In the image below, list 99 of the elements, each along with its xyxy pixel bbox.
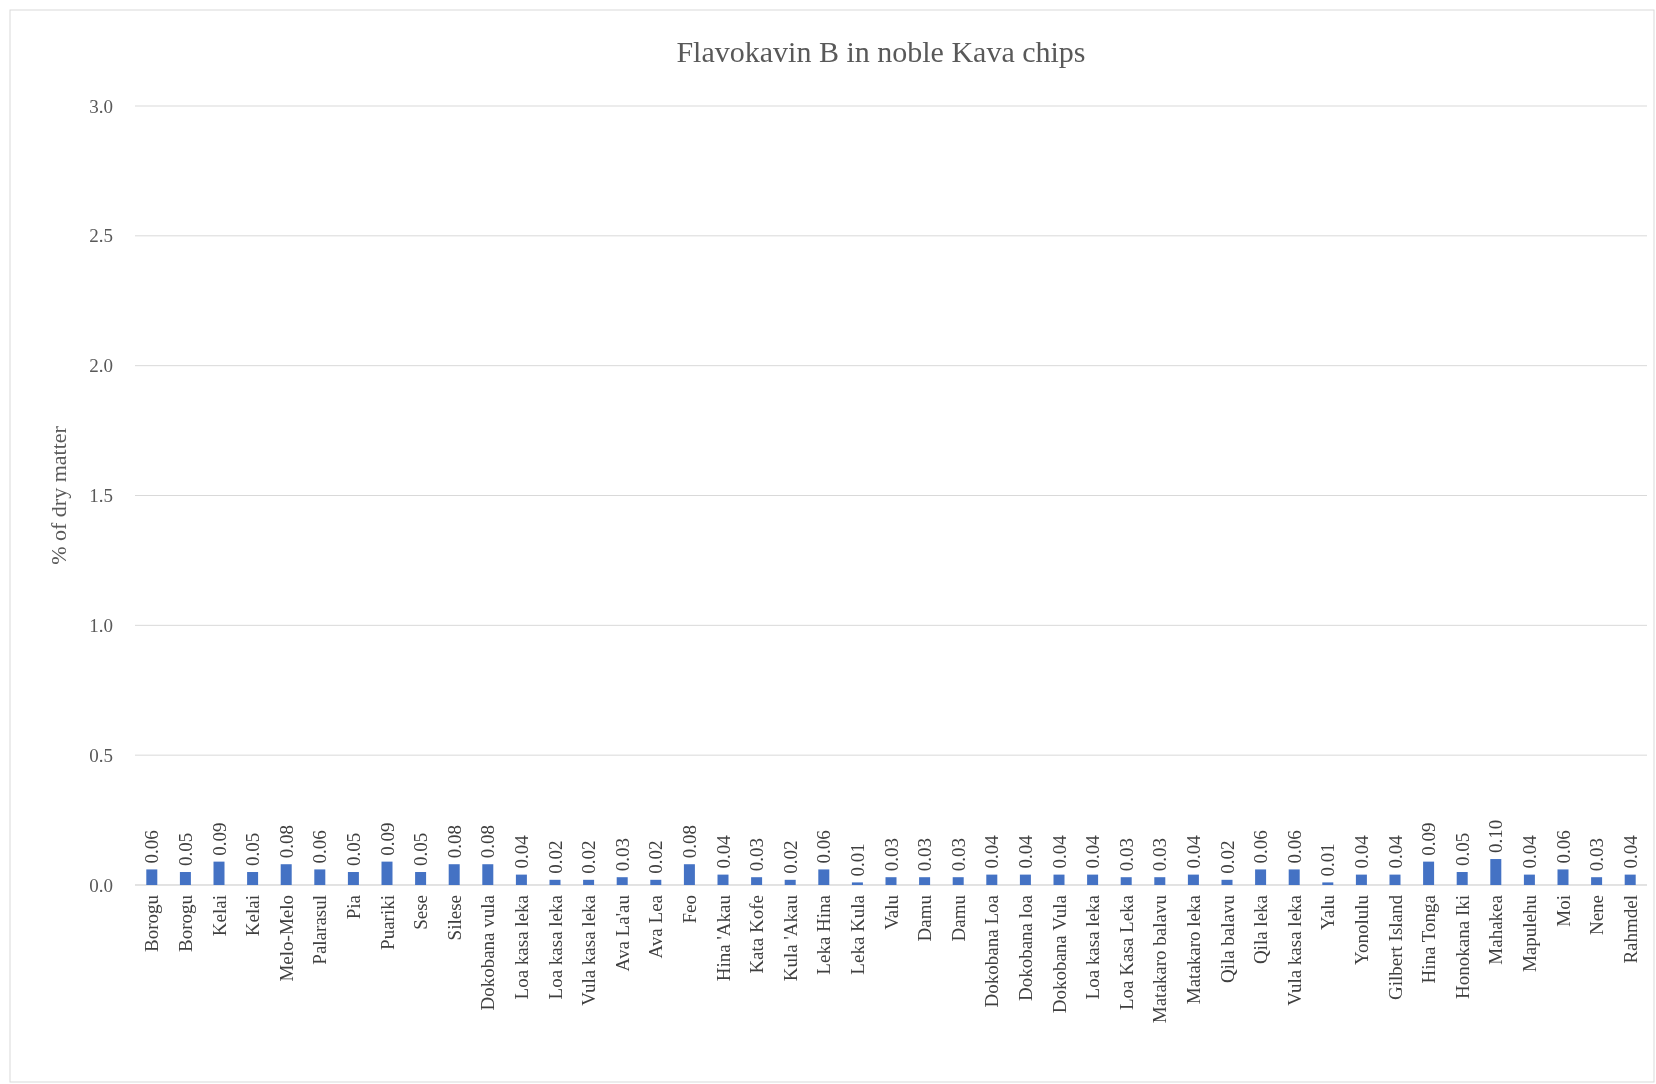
data-label: 0.04 [1082, 834, 1104, 869]
data-label: 0.04 [1619, 834, 1641, 869]
data-label: 0.06 [1250, 830, 1272, 864]
data-label: 0.04 [712, 834, 734, 869]
data-label: 0.04 [1183, 834, 1205, 869]
data-label: 0.02 [645, 840, 667, 874]
x-tick-label: Kelai [208, 895, 230, 937]
y-tick-label: 1.0 [89, 614, 113, 636]
x-tick-label: Yonolulu [1351, 894, 1373, 965]
x-tick-label: Hina 'Akau [712, 894, 734, 982]
x-tick-label: Kata Kofe [746, 895, 768, 974]
data-label: 0.03 [611, 837, 633, 872]
data-label: 0.05 [343, 832, 365, 867]
data-label: 0.04 [1015, 834, 1037, 869]
x-tick-label: Mapulehu [1519, 894, 1541, 973]
data-label: 0.04 [1048, 834, 1070, 869]
x-tick-label: Leka Hina [813, 894, 835, 975]
x-tick-label: Vula kasa leka [1283, 894, 1305, 1006]
data-label: 0.04 [511, 834, 533, 869]
x-tick-label: Melo-Melo [275, 895, 297, 982]
data-label: 0.02 [779, 840, 801, 874]
data-label: 0.06 [309, 830, 331, 864]
data-label: 0.06 [813, 830, 835, 864]
y-tick-label: 2.0 [89, 355, 113, 377]
data-label: 0.02 [1216, 840, 1238, 874]
x-tick-label: Loa kasa leka [511, 894, 533, 1000]
data-label: 0.03 [746, 837, 768, 872]
y-axis-title: % of dry matter [46, 425, 71, 565]
x-tick-label: Loa kasa leka [1082, 894, 1104, 1000]
y-tick-label: 1.5 [89, 485, 113, 507]
x-tick-label: Puariki [376, 895, 398, 950]
x-tick-label: Loa Kasa Leka [1115, 894, 1137, 1010]
data-label: 0.04 [981, 834, 1003, 869]
data-label: 0.03 [1149, 837, 1171, 872]
x-tick-label: Ava La'au [611, 894, 633, 972]
x-tick-label: Silese [443, 895, 465, 941]
y-tick-label: 2.5 [89, 225, 113, 247]
x-tick-label: Gilbert Island [1384, 894, 1406, 1001]
x-tick-label: Moi [1552, 895, 1574, 927]
x-tick-label: Kula 'Akau [779, 894, 801, 982]
data-label: 0.06 [1283, 830, 1305, 864]
data-label: 0.03 [1586, 837, 1608, 872]
x-tick-label: Vula kasa leka [578, 894, 600, 1006]
x-tick-label: Dokobana vula [477, 894, 499, 1011]
data-label: 0.09 [376, 822, 398, 856]
x-tick-label: Qila balavu [1216, 894, 1238, 984]
x-tick-label: Borogu [175, 894, 197, 952]
data-label: 0.06 [141, 830, 163, 864]
x-tick-label: Leka Kula [847, 894, 869, 975]
data-label: 0.01 [847, 843, 869, 877]
x-tick-label: Mahakea [1485, 894, 1507, 965]
y-tick-label: 0.5 [89, 744, 113, 766]
x-tick-label: Dokobana Loa [981, 894, 1003, 1008]
data-label: 0.06 [1552, 830, 1574, 864]
data-label: 0.08 [477, 824, 499, 859]
x-tick-label: Sese [410, 895, 432, 930]
data-label: 0.05 [242, 832, 264, 867]
x-tick-label: Loa kasa leka [544, 894, 566, 1000]
y-tick-label: 0.0 [89, 874, 113, 896]
x-tick-label: Feo [679, 895, 701, 924]
data-label: 0.05 [1451, 832, 1473, 867]
data-label: 0.09 [208, 822, 230, 856]
data-label: 0.05 [175, 832, 197, 867]
data-label: 0.08 [275, 824, 297, 859]
x-tick-label: Dokobana loa [1015, 894, 1037, 1002]
x-tick-label: Valu [880, 894, 902, 930]
x-tick-label: Matakaro balavu [1149, 894, 1171, 1024]
x-tick-label: Yalu [1317, 894, 1339, 931]
x-tick-label: Borogu [141, 894, 163, 952]
data-label: 0.09 [1418, 822, 1440, 856]
data-label: 0.10 [1485, 819, 1507, 854]
x-tick-label: Pia [343, 894, 365, 920]
data-label: 0.04 [1384, 834, 1406, 869]
data-label: 0.02 [544, 840, 566, 874]
data-label: 0.03 [880, 837, 902, 872]
x-tick-label: Nene [1586, 895, 1608, 936]
x-tick-label: Palarasul [309, 895, 331, 965]
data-label: 0.03 [947, 837, 969, 872]
data-label: 0.04 [1351, 834, 1373, 869]
x-tick-label: Hina Tonga [1418, 894, 1440, 984]
x-tick-label: Qila leka [1250, 894, 1272, 965]
y-tick-label: 3.0 [89, 95, 113, 117]
x-tick-label: Honokana Iki [1451, 895, 1473, 999]
data-label: 0.03 [914, 837, 936, 872]
data-label: 0.08 [443, 824, 465, 859]
x-tick-label: Dokobana Vula [1048, 894, 1070, 1014]
x-tick-label: Rahmdel [1619, 895, 1641, 964]
data-label: 0.02 [578, 840, 600, 874]
data-label: 0.08 [679, 824, 701, 859]
data-label: 0.04 [1519, 834, 1541, 869]
data-label: 0.05 [410, 832, 432, 867]
x-tick-label: Kelai [242, 895, 264, 937]
data-label: 0.03 [1115, 837, 1137, 872]
x-tick-label: Matakaro leka [1183, 894, 1205, 1005]
data-label: 0.01 [1317, 843, 1339, 877]
x-tick-label: Damu [947, 894, 969, 942]
chart-title: Flavokavin B in noble Kava chips [676, 35, 1086, 68]
x-tick-label: Damu [914, 894, 936, 942]
x-tick-label: Ava Lea [645, 894, 667, 959]
